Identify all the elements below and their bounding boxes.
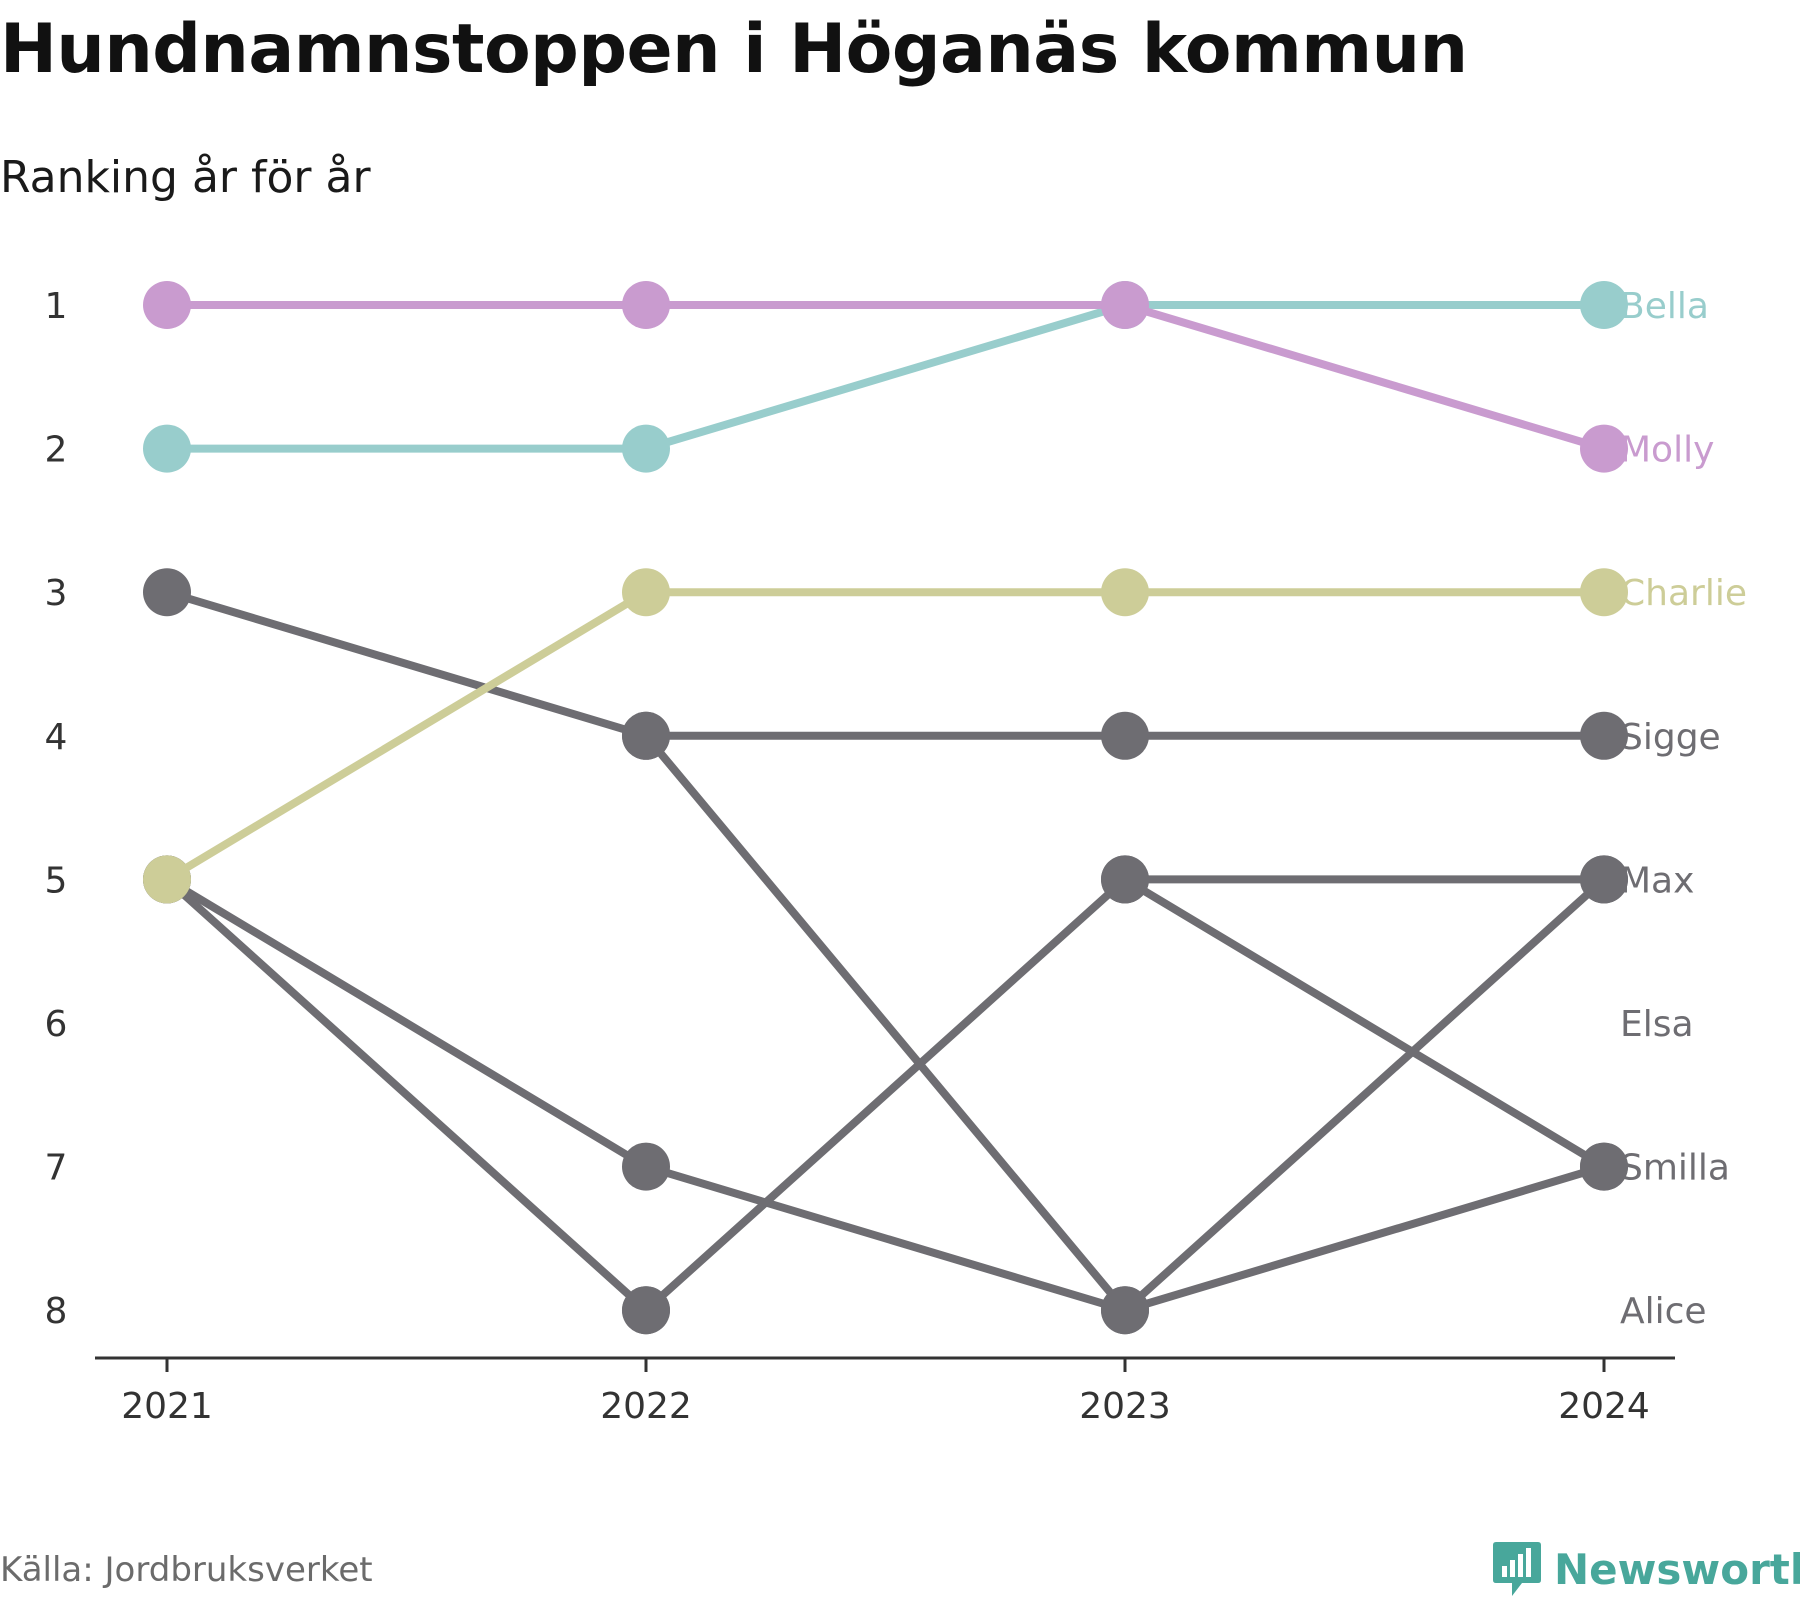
series-line-smilla — [1121, 1162, 1608, 1315]
series-line-smilla — [642, 1162, 1129, 1315]
series-point-molly — [622, 281, 670, 329]
series-point-alice — [622, 711, 670, 760]
end-label-max: Max — [1620, 860, 1694, 901]
brand-logo: Newsworthy — [1492, 1540, 1800, 1598]
y-tick-label: 4 — [45, 717, 68, 758]
series-point-alice — [1101, 1286, 1149, 1335]
x-tick-label: 2023 — [1079, 1386, 1171, 1427]
series-line-charlie — [163, 588, 650, 884]
series-point-smilla — [622, 1142, 670, 1191]
y-tick-label: 5 — [45, 860, 68, 901]
y-tick-label: 6 — [45, 1004, 68, 1045]
end-label-molly: Molly — [1620, 430, 1714, 471]
series-point-molly — [143, 281, 191, 329]
end-label-elsa: Elsa — [1620, 1004, 1694, 1045]
series-point-charlie — [622, 568, 670, 617]
source-note: Källa: Jordbruksverket — [0, 1550, 373, 1590]
y-tick-label: 8 — [45, 1291, 68, 1332]
series-line-alice-2 — [1121, 875, 1608, 1171]
x-tick-label: 2024 — [1558, 1386, 1650, 1427]
chart-title: Hundnamnstoppen i Höganäs kommun — [0, 10, 1468, 89]
series-line-alice — [642, 731, 1129, 1315]
y-tick-label: 1 — [45, 286, 68, 327]
x-tick-label: 2021 — [121, 1386, 213, 1427]
series-point-molly — [1101, 281, 1149, 329]
series-point-charlie — [143, 855, 191, 904]
series-point-charlie — [1101, 568, 1149, 617]
y-tick-label: 3 — [45, 573, 68, 614]
end-label-charlie: Charlie — [1620, 573, 1747, 614]
series-point-alice — [1580, 855, 1628, 904]
series-point-sigge — [143, 568, 191, 617]
newsworthy-logo-icon — [1493, 1542, 1541, 1596]
series-point-sigge — [1580, 711, 1628, 760]
end-label-sigge: Sigge — [1620, 717, 1721, 758]
x-tick-label: 2022 — [600, 1386, 692, 1427]
series-line-bella — [642, 301, 1129, 453]
series-point-elsa — [622, 1286, 670, 1335]
series-line-molly — [1121, 301, 1608, 453]
series-line-max — [642, 875, 1129, 1315]
series-line-smilla — [163, 875, 650, 1171]
end-label-bella: Bella — [1620, 286, 1709, 327]
series-point-charlie — [1580, 568, 1628, 617]
series-point-alice-2 — [1580, 1142, 1628, 1191]
end-label-alice: Alice — [1620, 1291, 1707, 1332]
brand-name: Newsworthy — [1554, 1544, 1800, 1594]
chart-subtitle: Ranking år för år — [0, 152, 371, 203]
series-point-molly — [1580, 424, 1628, 473]
series-point-sigge — [1101, 711, 1149, 760]
series-line-sigge — [163, 588, 650, 740]
y-tick-label: 7 — [45, 1148, 68, 1189]
series-point-bella — [622, 424, 670, 473]
end-label-smilla: Smilla — [1620, 1148, 1730, 1189]
series-point-alice-2 — [1101, 855, 1149, 904]
series-point-bella — [143, 424, 191, 473]
series-line-alice — [1121, 875, 1608, 1315]
series-point-bella — [1580, 281, 1628, 329]
y-tick-label: 2 — [45, 430, 68, 471]
series-line-elsa — [163, 875, 650, 1315]
